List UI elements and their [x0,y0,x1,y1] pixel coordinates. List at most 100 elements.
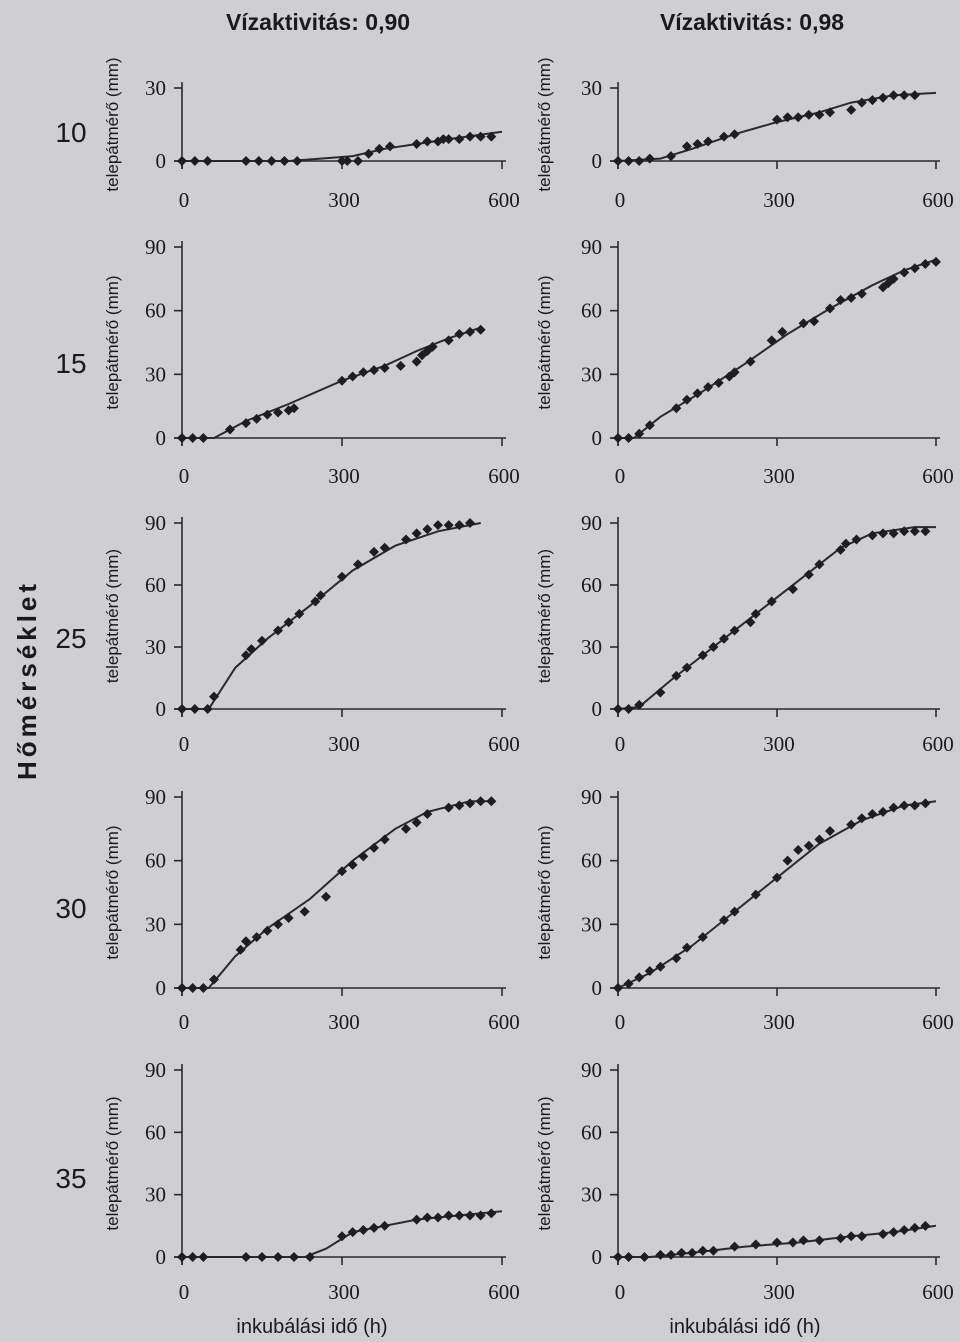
data-point [888,528,899,539]
y-tick-label: 90 [581,235,602,259]
y-tick-label: 90 [581,1058,602,1082]
y-tick-label: 90 [581,785,602,809]
data-point [443,335,454,346]
data-point [486,796,497,807]
data-point [920,258,931,269]
data-point [745,356,756,367]
data-point [655,1249,666,1260]
data-point [273,407,283,418]
data-point [671,953,682,964]
data-point [310,596,321,607]
data-point [623,1252,634,1262]
data-point [337,156,347,166]
data-point [909,90,920,101]
data-point [655,961,666,972]
x-tick-label: 300 [763,464,795,488]
data-point [266,156,277,166]
data-point [719,915,729,926]
data-point [846,819,857,830]
data-point [787,584,798,595]
data-point [454,520,465,531]
data-point [803,569,814,580]
data-point [766,596,777,607]
x-tick-label: 600 [488,1280,520,1304]
data-point [283,617,294,628]
y-tick-label: 60 [145,1120,166,1144]
panel-2-1: 0 30 60 90 0 300 600 telepátmérő (mm) [535,511,954,756]
data-point [475,324,486,335]
x-tick-label: 600 [922,464,954,488]
data-point [613,156,623,166]
data-point [713,377,724,388]
data-point [613,983,623,993]
data-point [454,329,465,340]
data-point [273,1252,283,1262]
data-point [369,546,379,557]
x-tick-label: 600 [922,1280,954,1304]
data-point [177,433,187,443]
data-point [337,866,347,877]
data-point [189,156,200,166]
data-point [729,1241,740,1252]
data-point [920,1220,931,1231]
row-label-10: 10 [55,117,86,148]
data-point [676,1247,687,1258]
panel-2-0: 0 30 60 90 0 300 600 telepátmérő (mm) [103,511,520,756]
data-point [729,367,740,378]
x-tick-label: 300 [763,188,795,212]
data-point [422,136,433,147]
fit-curve [617,91,937,162]
data-point [878,806,888,817]
data-point [262,409,273,420]
data-point [486,131,497,142]
x-tick-label: 300 [328,464,360,488]
data-point [486,1208,497,1219]
x-tick-label: 0 [179,464,190,488]
y-axis-label: telepátmérő (mm) [103,1096,122,1230]
y-tick-label: 60 [581,849,602,873]
data-point [623,704,634,714]
data-point [443,802,454,813]
data-point [411,356,422,367]
data-point [888,273,899,284]
data-point [787,1237,798,1248]
data-point [782,855,793,866]
data-point [273,625,283,636]
data-point [814,1235,825,1246]
x-tick-label: 600 [922,1010,954,1034]
fit-curve [182,522,481,710]
column-title-right: Vízaktivitás: 0,98 [660,9,844,35]
data-point [613,704,623,714]
data-point [379,834,390,845]
data-point [273,919,283,930]
x-tick-label: 300 [328,1010,360,1034]
data-point [623,433,634,443]
data-point [475,796,486,807]
side-title-temperature: Hőmérséklet [12,580,42,780]
y-tick-label: 30 [145,362,166,386]
data-point [623,156,634,166]
data-point [878,92,888,103]
data-point [687,1247,698,1258]
data-point [613,1252,623,1262]
y-tick-label: 0 [156,976,167,1000]
x-tick-label: 600 [488,188,520,212]
data-point [198,433,209,443]
y-tick-label: 0 [156,697,167,721]
data-point [671,403,682,414]
x-tick-label: 300 [763,732,795,756]
data-point [465,518,475,528]
y-tick-label: 30 [145,76,166,100]
y-tick-label: 60 [581,299,602,323]
data-point [202,156,213,166]
data-point [246,644,257,655]
row-label-15: 15 [55,348,86,379]
data-point [835,1233,846,1244]
data-point [241,156,251,166]
fit-curve [182,326,482,439]
data-point [279,156,290,166]
data-point [888,802,899,813]
data-point [465,326,475,337]
